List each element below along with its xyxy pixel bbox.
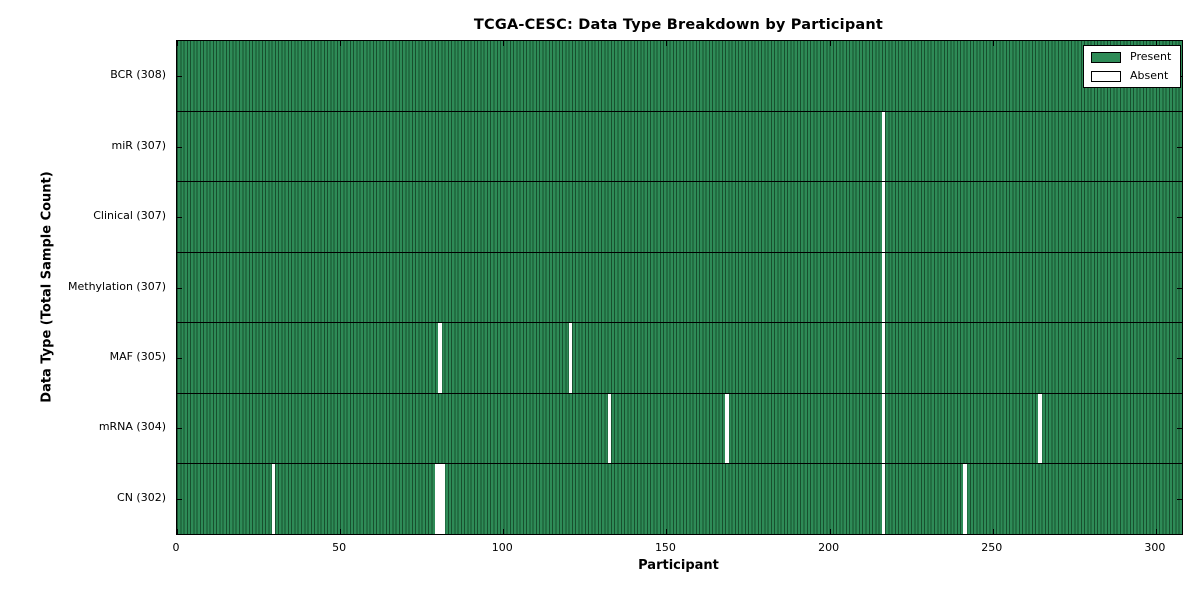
absent-bar-miR-216 (881, 111, 886, 182)
x-tick-mark (340, 41, 342, 46)
x-tick-mark (992, 41, 994, 46)
absent-bar-CN-241 (963, 463, 968, 534)
absent-bar-MAF-80 (438, 322, 442, 394)
absent-bar-CN-81 (441, 463, 445, 534)
x-tick-mark (177, 41, 178, 46)
y-tick-mark (1177, 217, 1182, 219)
x-tick-mark (829, 529, 831, 534)
absent-bar-CN-216 (881, 463, 886, 534)
absent-bar-mRNA-264 (1038, 393, 1043, 464)
row-separator (177, 463, 1182, 465)
x-tick-mark (666, 41, 668, 46)
y-tick-mark (1177, 287, 1182, 289)
x-tick-label-150: 150 (654, 541, 676, 554)
x-tick-label-50: 50 (332, 541, 347, 554)
x-tick-mark (503, 529, 505, 534)
present-swatch-icon (1091, 51, 1121, 63)
y-tick-mark (177, 146, 182, 148)
x-tick-label-250: 250 (981, 541, 1003, 554)
row-separator (177, 181, 1182, 183)
y-tick-mark (177, 217, 182, 219)
y-tick-mark (1177, 428, 1182, 430)
y-tick-label-miR: miR (307) (111, 138, 167, 152)
y-tick-mark (177, 498, 182, 500)
absent-bar-Clinical-216 (881, 181, 886, 253)
x-tick-mark (1155, 41, 1157, 46)
absent-bar-MAF-120 (568, 322, 573, 394)
x-tick-mark (503, 41, 505, 46)
y-tick-mark (177, 357, 182, 359)
plot-area (176, 40, 1183, 535)
y-tick-label-BCR: BCR (308) (110, 68, 166, 82)
absent-bar-CN-80 (438, 463, 442, 534)
y-tick-mark (177, 428, 182, 430)
absent-bar-mRNA-132 (607, 393, 612, 464)
row-separator (177, 392, 1182, 394)
x-tick-label-100: 100 (491, 541, 513, 554)
absent-swatch-icon (1091, 70, 1121, 82)
x-tick-label-200: 200 (818, 541, 840, 554)
y-tick-mark (177, 76, 182, 78)
legend-label-present: Present (1130, 50, 1172, 63)
absent-bar-mRNA-216 (881, 393, 886, 464)
x-tick-label-300: 300 (1144, 541, 1166, 554)
legend: Present Absent (1083, 45, 1182, 88)
y-tick-label-CN: CN (302) (117, 490, 166, 504)
y-tick-label-Methylation: Methylation (307) (68, 279, 166, 293)
y-tick-label-MAF: MAF (305) (109, 349, 166, 363)
y-tick-mark (177, 287, 182, 289)
y-tick-mark (1177, 357, 1182, 359)
x-tick-mark (177, 529, 178, 534)
absent-bar-MAF-216 (881, 322, 886, 394)
legend-item-present: Present (1091, 51, 1171, 63)
y-tick-label-mRNA: mRNA (304) (98, 420, 166, 434)
row-separator (177, 251, 1182, 253)
x-tick-mark (340, 529, 342, 534)
x-tick-label-0: 0 (172, 541, 180, 554)
y-tick-mark (1177, 498, 1182, 500)
absent-bar-mRNA-168 (725, 393, 729, 464)
x-axis-label: Participant (638, 558, 719, 573)
chart-title: TCGA-CESC: Data Type Breakdown by Partic… (473, 17, 884, 33)
y-tick-label-Clinical: Clinical (307) (93, 209, 166, 223)
absent-bar-Methylation-216 (881, 252, 886, 323)
x-tick-mark (666, 529, 668, 534)
absent-bar-CN-29 (271, 463, 276, 534)
x-tick-mark (1155, 529, 1157, 534)
x-tick-mark (992, 529, 994, 534)
row-separator (177, 110, 1182, 112)
legend-item-absent: Absent (1091, 70, 1171, 82)
absent-bar-CN-79 (434, 463, 439, 534)
row-separator (177, 322, 1182, 324)
x-tick-mark (829, 41, 831, 46)
legend-label-absent: Absent (1130, 69, 1169, 82)
y-tick-mark (1177, 146, 1182, 148)
